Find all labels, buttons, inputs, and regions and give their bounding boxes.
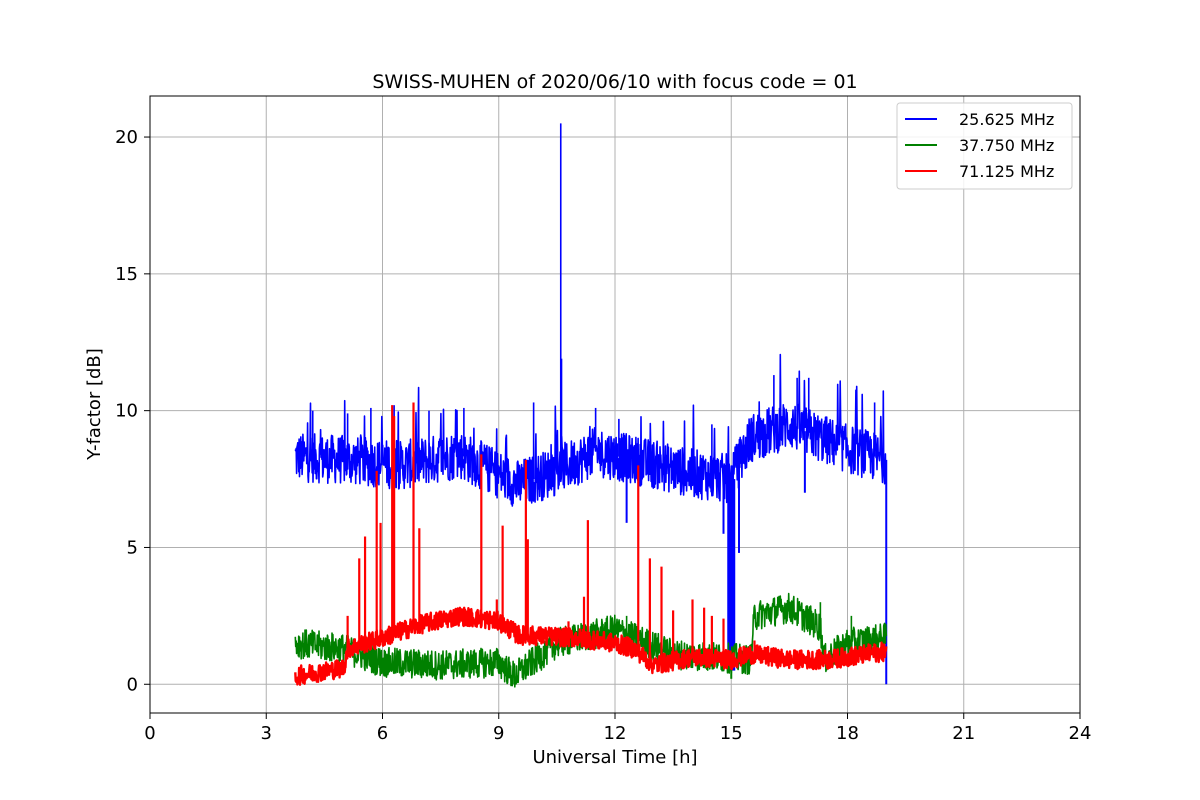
y-tick-label: 5: [127, 537, 138, 558]
chart-title: SWISS-MUHEN of 2020/06/10 with focus cod…: [372, 71, 857, 93]
y-tick-label: 10: [115, 401, 138, 422]
series-dip: [738, 462, 740, 553]
x-tick-label: 24: [1069, 723, 1092, 744]
legend-label: 71.125 MHz: [959, 162, 1054, 181]
series-dip: [513, 676, 516, 685]
series-dip: [885, 459, 888, 685]
x-tick-label: 15: [720, 723, 743, 744]
x-tick-label: 21: [952, 723, 975, 744]
y-tick-label: 20: [115, 127, 138, 148]
series-line: [294, 592, 888, 688]
series-71-125-MHz: [294, 402, 888, 686]
x-tick-label: 6: [377, 723, 388, 744]
legend-label: 25.625 MHz: [959, 110, 1054, 129]
x-tick-label: 3: [261, 723, 272, 744]
x-axis-label: Universal Time [h]: [532, 747, 697, 768]
series-dip: [803, 431, 806, 493]
y-tick-label: 15: [115, 264, 138, 285]
legend-box: [896, 102, 1073, 190]
x-tick-label: 18: [836, 723, 859, 744]
x-tick-label: 12: [604, 723, 627, 744]
grid-lines: [149, 96, 1081, 713]
y-tick-label: 0: [127, 674, 138, 695]
x-axis: 0 3 6 9 12 15 18 21 24: [144, 713, 1091, 744]
series-dip: [625, 458, 628, 523]
series-dip: [727, 479, 736, 671]
legend-label: 37.750 MHz: [959, 136, 1054, 155]
y-axis-label: Y-factor [dB]: [84, 348, 105, 461]
series-layer: [294, 123, 888, 688]
x-tick-label: 9: [493, 723, 504, 744]
series-line: [294, 606, 888, 686]
y-axis: 0 5 10 15 20: [115, 127, 150, 695]
legend: 25.625 MHz 37.750 MHz 71.125 MHz: [896, 102, 1073, 190]
series-dip: [722, 477, 725, 534]
x-tick-label: 0: [144, 723, 155, 744]
